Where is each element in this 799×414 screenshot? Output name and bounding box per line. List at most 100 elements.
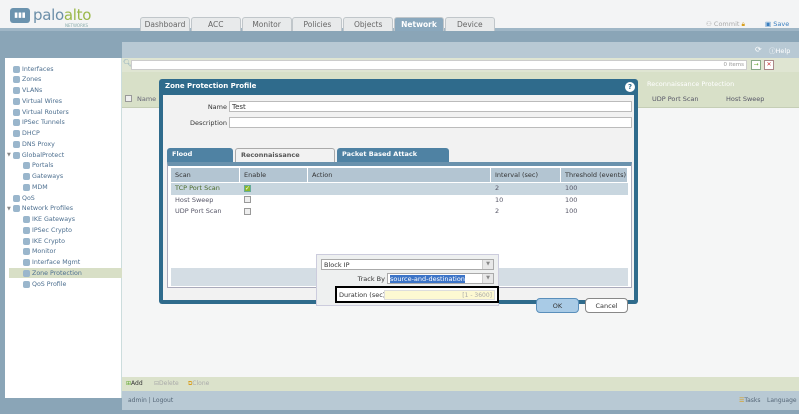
virtual-routers-icon — [13, 108, 20, 116]
cancel-button[interactable]: Cancel — [585, 298, 628, 313]
apply-filter-icon[interactable]: → — [751, 60, 761, 70]
sidebar-item-zones[interactable]: Zones — [13, 75, 41, 85]
track-by-select[interactable]: source-and-destination ▼ — [387, 273, 494, 284]
sidebar-item-zone-protection[interactable]: Zone Protection — [9, 268, 122, 279]
zone-protection-dialog: Zone Protection Profile ? Name Test Desc… — [159, 79, 638, 313]
col-interval-sec-[interactable]: Interval (sec) — [491, 168, 561, 182]
enable-checkbox[interactable] — [244, 196, 251, 203]
name-input[interactable]: Test — [229, 101, 632, 112]
mdm-icon — [23, 183, 30, 191]
tasks-icon: ☰ — [739, 397, 745, 404]
network-profiles-icon — [12, 205, 20, 213]
sidebar-item-network-profiles[interactable]: ▼ Network Profiles — [7, 205, 74, 213]
duration-input[interactable]: [1 - 3600] — [384, 290, 495, 300]
sidebar-item-interfaces[interactable]: Interfaces — [13, 64, 53, 74]
ipsec-crypto-icon — [23, 226, 30, 234]
sidebar-item-dhcp[interactable]: DHCP — [13, 129, 40, 139]
save-button[interactable]: ▣ Save — [765, 20, 790, 28]
ok-button[interactable]: OK — [536, 298, 579, 313]
search-icon: 🔍︎ — [123, 59, 132, 67]
expand-icon[interactable]: ▼ — [7, 152, 11, 158]
user-label: admin — [128, 397, 147, 404]
tab-device[interactable]: Device — [444, 17, 495, 31]
sidebar-item-gateways[interactable]: Gateways — [23, 172, 63, 182]
tab-packet-based-attack-protection[interactable]: Packet Based Attack Protection — [337, 148, 449, 171]
logout-link[interactable]: Logout — [152, 397, 174, 404]
add-button[interactable]: ⊞Add — [126, 380, 143, 387]
threshold-cell: 100 — [565, 195, 578, 204]
sidebar-item-monitor[interactable]: Monitor — [23, 247, 56, 257]
tab-network[interactable]: Network — [394, 17, 444, 31]
dhcp-icon — [13, 130, 20, 137]
sidebar-item-portals[interactable]: Portals — [23, 161, 53, 171]
table-row[interactable]: TCP Port Scan ✓ 2 100 — [171, 183, 628, 195]
interval-cell: 2 — [495, 184, 500, 192]
select-all-checkbox[interactable] — [125, 95, 132, 102]
sidebar-item-globalprotect[interactable]: ▼ GlobalProtect — [7, 151, 65, 159]
sidebar-item-virtual-wires[interactable]: Virtual Wires — [13, 96, 62, 106]
col-enable[interactable]: Enable — [240, 168, 308, 182]
sidebar-item-interface-mgmt[interactable]: Interface Mgmt — [23, 258, 80, 268]
tab-objects[interactable]: Objects — [343, 17, 394, 31]
col-action[interactable]: Action — [308, 168, 491, 182]
help-button[interactable]: ⓘHelp — [769, 47, 791, 55]
expand-icon[interactable]: ▼ — [7, 205, 11, 212]
sidebar-item-ipsec-tunnels[interactable]: IPSec Tunnels — [13, 118, 65, 128]
language-button[interactable]: Language — [767, 397, 797, 404]
tab-policies[interactable]: Policies — [292, 17, 343, 31]
enable-checkbox[interactable]: ✓ — [244, 184, 251, 192]
sidebar-item-vlans[interactable]: VLANs — [13, 86, 42, 96]
col-name[interactable]: Name — [137, 95, 157, 103]
sidebar-item-virtual-routers[interactable]: Virtual Routers — [13, 107, 69, 117]
col-host-sweep[interactable]: Host Sweep — [726, 95, 765, 103]
help-icon[interactable]: ? — [625, 82, 635, 92]
recon-table: Scan Enable Action Interval (sec) Threshold … — [167, 162, 632, 306]
tab-acc[interactable]: ACC — [190, 17, 241, 31]
sidebar-item-ike-gateways[interactable]: IKE Gateways — [23, 215, 75, 225]
dialog-body: Name Test Description Flood ProtectionRe… — [163, 95, 634, 313]
tab-reconnaissance-protection[interactable]: Reconnaissance Protection — [235, 148, 335, 172]
action-editor: Block IP ▼ Track By source-and-destinatio… — [316, 254, 499, 306]
portals-icon — [23, 162, 30, 170]
save-icon: ▣ — [765, 20, 772, 28]
table-header: Scan Enable Action Interval (sec) Threshold … — [171, 168, 628, 182]
filter-input[interactable]: 0 items — [131, 60, 747, 70]
delete-button[interactable]: ⊟Delete — [154, 380, 179, 387]
name-label: Name — [207, 103, 227, 111]
enable-cell: ✓ — [240, 183, 251, 195]
scan-cell: Host Sweep — [175, 195, 214, 204]
interval-cell: 2 — [495, 207, 500, 215]
sidebar-item-ipsec-crypto[interactable]: IPSec Crypto — [23, 225, 72, 235]
refresh-icon[interactable]: ⟳ — [755, 45, 762, 54]
main-toolbar: ⟳ ⓘHelp — [122, 42, 799, 58]
clone-button[interactable]: ⧉Clone — [188, 380, 210, 387]
tasks-button[interactable]: ☰Tasks — [739, 397, 761, 404]
enable-checkbox[interactable] — [244, 207, 251, 215]
sidebar-item-mdm[interactable]: MDM — [23, 182, 48, 192]
grid-footer: ⊞Add ⊟Delete ⧉Clone — [122, 377, 799, 391]
chevron-down-icon: ▼ — [482, 274, 493, 283]
zones-icon — [13, 76, 20, 84]
col-udp[interactable]: UDP Port Scan — [652, 95, 699, 103]
interface-mgmt-icon — [23, 259, 30, 266]
ike-crypto-icon — [23, 237, 30, 245]
commit-button[interactable]: ⚇ Commit 🔒︎ — [706, 20, 745, 28]
action-select[interactable]: Block IP ▼ — [321, 259, 494, 270]
tab-flood-protection[interactable]: Flood Protection — [167, 148, 233, 171]
tab-monitor[interactable]: Monitor — [241, 17, 292, 31]
clear-filter-icon[interactable]: ✕ — [764, 60, 774, 70]
sidebar-item-qos[interactable]: QoS — [13, 193, 35, 203]
sidebar-item-ike-crypto[interactable]: IKE Crypto — [23, 236, 65, 246]
paloalto-logo: ▮▮▮ paloalto NETWORKS — [10, 6, 91, 28]
col-scan[interactable]: Scan — [171, 168, 240, 182]
col-threshold-events-[interactable]: Threshold (events) — [561, 168, 628, 182]
tab-dashboard[interactable]: Dashboard — [140, 17, 190, 31]
table-row[interactable]: Host Sweep 10 100 — [171, 195, 628, 207]
description-input[interactable] — [229, 117, 632, 128]
table-row[interactable]: UDP Port Scan 2 100 — [171, 206, 628, 218]
qos-profile-icon — [23, 280, 30, 288]
sidebar-item-qos-profile[interactable]: QoS Profile — [23, 279, 66, 289]
scan-cell: TCP Port Scan — [175, 184, 220, 192]
interval-cell: 10 — [495, 195, 504, 204]
sidebar-item-dns-proxy[interactable]: DNS Proxy — [13, 139, 55, 149]
